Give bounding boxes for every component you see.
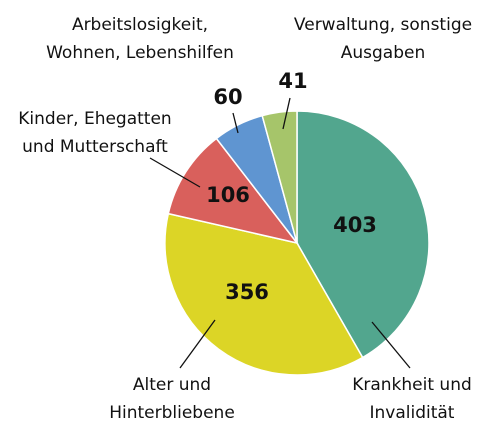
pie-slice (296, 110, 430, 359)
category-label: Arbeitslosigkeit, (72, 15, 208, 35)
category-label: Ausgaben (341, 43, 426, 63)
category-label: Hinterbliebene (109, 403, 235, 423)
pie-slice (261, 110, 298, 244)
leader-line (282, 97, 291, 130)
category-label: und Mutterschaft (22, 137, 168, 157)
pie-slice (164, 212, 364, 376)
category-label: Alter und (133, 375, 211, 395)
pie-slice (167, 137, 299, 245)
value-label: 403 (333, 213, 377, 237)
category-label: Wohnen, Lebenshilfen (46, 43, 234, 63)
value-label: 60 (213, 85, 242, 109)
value-label: 106 (206, 183, 250, 207)
value-label: 356 (225, 280, 269, 304)
leader-line (371, 321, 411, 369)
category-label: Verwaltung, sonstige (294, 15, 472, 35)
category-label: Kinder, Ehegatten (18, 109, 171, 129)
leader-line (179, 319, 216, 369)
category-label: Krankheit und (352, 375, 472, 395)
leader-line (232, 112, 239, 134)
value-label: 41 (278, 69, 307, 93)
category-label: Invalidität (370, 403, 455, 423)
leader-line (149, 157, 201, 188)
